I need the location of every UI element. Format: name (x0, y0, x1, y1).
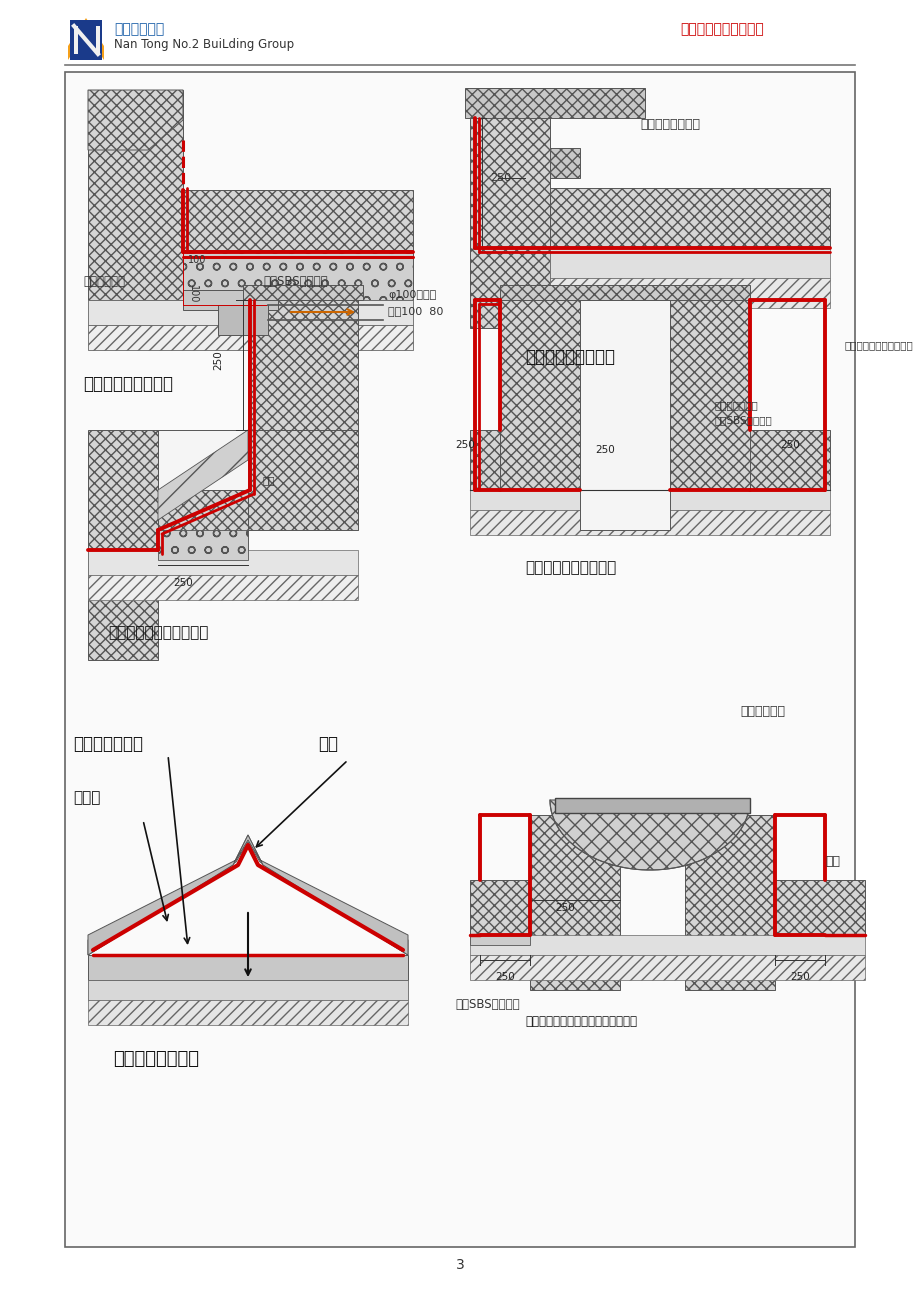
Bar (158, 430, 248, 490)
Text: 防水卷材附加层: 防水卷材附加层 (73, 736, 142, 753)
Bar (96, 26, 100, 53)
Bar (183, 190, 413, 250)
Bar (470, 510, 829, 535)
Polygon shape (88, 90, 183, 150)
Text: 附加SBS防水卷材: 附加SBS防水卷材 (263, 275, 327, 288)
Text: 250: 250 (490, 173, 511, 184)
Text: 陶瓦: 陶瓦 (824, 855, 839, 868)
Bar (88, 430, 158, 660)
Bar (550, 148, 579, 178)
Polygon shape (68, 18, 104, 60)
Bar (554, 798, 749, 812)
Polygon shape (88, 835, 407, 954)
Text: 屋面出水口防水做法: 屋面出水口防水做法 (83, 375, 173, 393)
Bar (88, 980, 407, 1000)
Polygon shape (88, 835, 407, 954)
Text: 100: 100 (187, 255, 206, 266)
Text: 成品金属烟罩: 成品金属烟罩 (739, 704, 784, 717)
Text: 靠外墙烟囱防水卷材做法: 靠外墙烟囱防水卷材做法 (108, 625, 208, 641)
Text: 防水卷材收边: 防水卷材收边 (83, 275, 125, 288)
Text: 250: 250 (494, 973, 515, 982)
Bar (470, 935, 864, 954)
Polygon shape (470, 935, 529, 945)
Bar (158, 530, 248, 560)
Text: 附加SBS防水卷材: 附加SBS防水卷材 (455, 999, 519, 1010)
Bar (464, 89, 644, 118)
Text: 聚合物水泥砂浆: 聚合物水泥砂浆 (714, 400, 758, 410)
Text: 屋面防水施工技术交底: 屋面防水施工技术交底 (679, 22, 763, 36)
Polygon shape (158, 430, 248, 519)
Text: Nan Tong No.2 BuiLding Group: Nan Tong No.2 BuiLding Group (114, 38, 294, 51)
Text: 屋面以内烟囱防水做法: 屋面以内烟囱防水做法 (525, 560, 616, 575)
Text: 100: 100 (187, 285, 198, 303)
Bar (243, 285, 363, 299)
Bar (470, 430, 499, 490)
Bar (550, 247, 829, 279)
Bar (579, 299, 669, 530)
Text: 250: 250 (213, 350, 222, 370)
Bar (158, 490, 248, 549)
Text: 250: 250 (455, 440, 474, 450)
Bar (65, 72, 854, 1247)
Bar (550, 279, 829, 309)
Bar (499, 285, 749, 299)
Bar (669, 299, 749, 530)
Bar (685, 815, 774, 990)
Text: 南通二建集团: 南通二建集团 (114, 22, 165, 36)
Bar (248, 299, 357, 430)
Bar (88, 954, 407, 980)
Bar (88, 575, 357, 600)
Bar (248, 430, 357, 530)
Bar (74, 26, 78, 53)
Bar (88, 90, 183, 299)
Bar (529, 815, 619, 990)
Bar (470, 490, 829, 510)
Bar (88, 326, 413, 350)
Bar (70, 20, 102, 60)
Text: 250: 250 (173, 578, 193, 589)
Text: 附加防水卷材一层: 附加防水卷材一层 (640, 118, 699, 132)
Bar (470, 954, 864, 980)
Bar (499, 299, 579, 530)
Bar (749, 430, 829, 490)
Text: 250: 250 (779, 440, 799, 450)
Text: 附加SBS防水卷材: 附加SBS防水卷材 (714, 415, 772, 424)
Text: φ100金属管: φ100金属管 (388, 290, 436, 299)
Bar (88, 549, 357, 575)
Text: 女儿墙防水收口做法: 女儿墙防水收口做法 (525, 348, 614, 366)
Text: 250: 250 (595, 445, 614, 454)
Text: 3: 3 (455, 1258, 464, 1272)
Text: 屋脊防水做法详图: 屋脊防水做法详图 (113, 1049, 199, 1068)
Text: 顶部开口烟囱防水卷材收口做法详图: 顶部开口烟囱防水卷材收口做法详图 (525, 1016, 636, 1029)
Bar (183, 250, 413, 299)
Bar (550, 187, 829, 247)
Text: 脊瓦: 脊瓦 (318, 736, 337, 753)
Text: 烟囱顶部防水卷材全覆盖: 烟囱顶部防水卷材全覆盖 (844, 340, 913, 350)
Polygon shape (550, 799, 749, 870)
Text: 250: 250 (554, 904, 574, 913)
Text: 外探100  80: 外探100 80 (388, 306, 443, 316)
Bar (470, 880, 529, 935)
Text: 250: 250 (789, 973, 809, 982)
Text: 屋面瓦: 屋面瓦 (73, 790, 100, 805)
Bar (470, 89, 550, 328)
Bar (183, 290, 278, 310)
Bar (88, 1000, 407, 1025)
Bar (88, 299, 413, 326)
Text: 陶瓦: 陶瓦 (263, 475, 275, 486)
Bar (774, 880, 864, 935)
Bar (218, 305, 267, 335)
